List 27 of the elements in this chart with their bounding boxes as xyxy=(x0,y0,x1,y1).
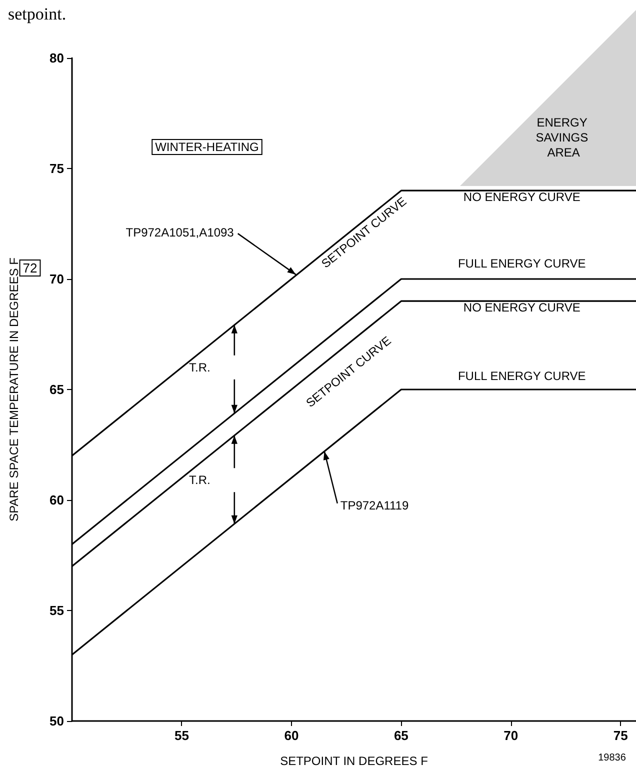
x-tick-label: 70 xyxy=(504,728,518,743)
annotation: TP972A1051,A1093 xyxy=(126,226,234,240)
annotation: TP972A1119 xyxy=(340,498,409,512)
y-tick-label: 60 xyxy=(50,492,64,508)
y-tick-label: 50 xyxy=(50,714,64,728)
annotation: NO ENERGY CURVE xyxy=(463,190,580,204)
annotation: FULL ENERGY CURVE xyxy=(458,256,586,271)
x-tick-label: 75 xyxy=(613,728,628,743)
x-axis-title: SETPOINT IN DEGREES F xyxy=(280,754,428,768)
x-tick-label: 60 xyxy=(284,728,299,743)
y-axis-title: SPARE SPACE TEMPERATURE IN DEGREES F xyxy=(7,258,21,522)
annotation: NO ENERGY CURVE xyxy=(463,300,580,315)
y-tick-label: 65 xyxy=(50,382,64,397)
x-tick-label: 55 xyxy=(174,728,189,743)
annotation: WINTER-HEATING xyxy=(155,140,259,154)
annotation: T.R. xyxy=(189,360,210,374)
annotation: T.R. xyxy=(189,473,210,488)
text: 72 xyxy=(22,260,38,276)
y-tick-label: 80 xyxy=(50,50,64,66)
annotation: FULL ENERGY CURVE xyxy=(458,369,586,384)
x-tick-label: 65 xyxy=(394,728,408,743)
y-tick-label: 55 xyxy=(50,603,64,618)
y-tick-label: 75 xyxy=(50,161,64,176)
text: 19836 xyxy=(598,752,626,764)
annotation: ENERGY SAVINGS AREA xyxy=(536,116,592,160)
y-tick-label: 70 xyxy=(50,272,64,286)
text: setpoint. xyxy=(8,4,66,24)
